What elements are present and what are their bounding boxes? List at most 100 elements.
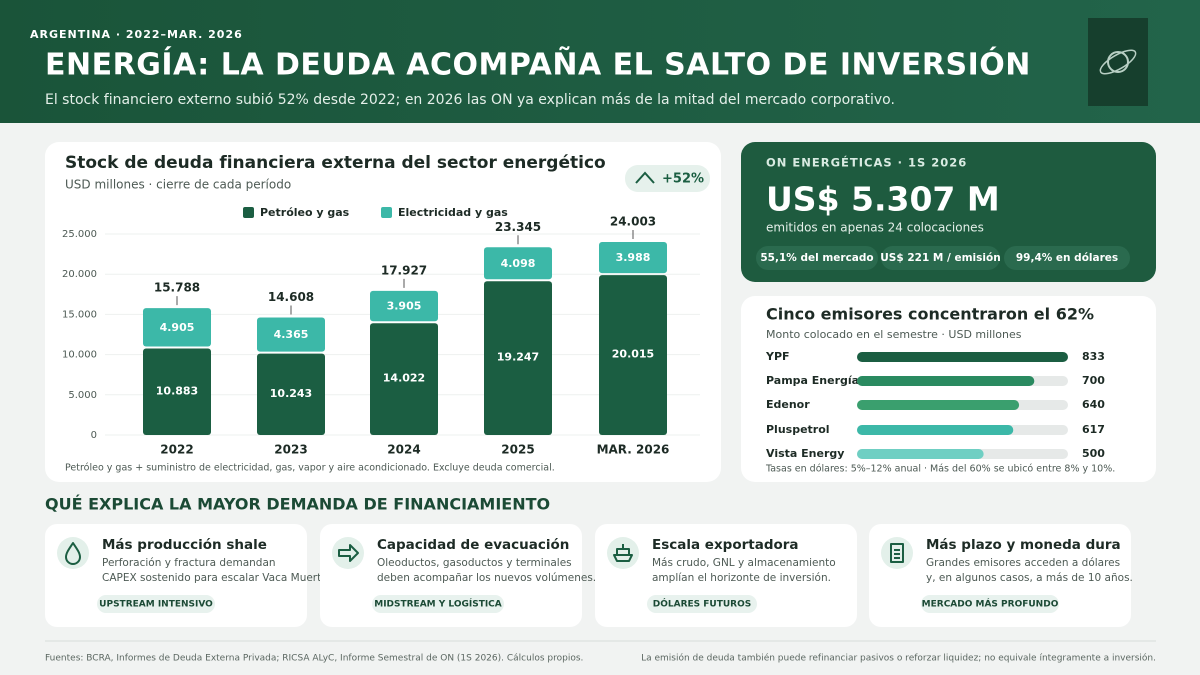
y-tick-label: 20.000 <box>62 269 97 280</box>
issuer-name: Pampa Energía <box>766 374 859 387</box>
footer-sources: Fuentes: BCRA, Informes de Deuda Externa… <box>45 654 583 664</box>
driver-title: Más plazo y moneda dura <box>926 537 1121 553</box>
badge-arrow <box>635 171 655 184</box>
driver-tag <box>647 595 757 613</box>
issuer-name: YPF <box>765 350 790 363</box>
section-title: QUÉ EXPLICA LA MAYOR DEMANDA DE FINANCIA… <box>45 495 550 514</box>
bar-value: 617 <box>1082 423 1105 436</box>
driver-icon <box>338 544 359 562</box>
change-badge <box>625 165 710 192</box>
bar <box>857 449 984 459</box>
bar-value: 700 <box>1082 374 1105 387</box>
bar-value: 500 <box>1082 447 1105 460</box>
driver-text: amplían el horizonte de inversión. <box>652 572 831 584</box>
bar-value: 833 <box>1082 350 1105 363</box>
legend-label: Electricidad y gas <box>398 206 508 219</box>
kpi-value: US$ 5.307 M <box>766 180 1000 219</box>
driver-text: Grandes emisores acceden a dólares <box>926 557 1120 569</box>
bar-segment <box>143 308 211 347</box>
segment-label: 19.247 <box>497 351 539 364</box>
bar-segment <box>370 290 438 322</box>
chart-title: Cinco emisores concentraron el 62% <box>766 305 1094 324</box>
bar-segment <box>370 323 438 435</box>
driver-tag <box>97 595 215 613</box>
total-label: 14.608 <box>268 290 314 304</box>
driver-title: Capacidad de evacuación <box>377 537 569 553</box>
driver-tag <box>921 595 1059 613</box>
driver-text: Perforación y fractura demandan <box>102 557 276 569</box>
driver-tag-text: MERCADO MÁS PROFUNDO <box>922 598 1059 610</box>
driver-text: Oleoductos, gasoductos y terminales <box>377 557 572 569</box>
driver-tag <box>372 595 504 613</box>
x-tick-label: MAR. 2026 <box>597 443 670 457</box>
segment-label: 20.015 <box>612 348 654 361</box>
chart-note: Petróleo y gas + suministro de electrici… <box>65 463 555 474</box>
kpi-pill-text: US$ 221 M / emisión <box>880 252 1000 264</box>
bar-segment <box>599 242 667 274</box>
issuer-name: Edenor <box>766 398 810 411</box>
chart-subtitle: Monto colocado en el semestre · USD mill… <box>766 328 1022 341</box>
y-tick-label: 0 <box>91 430 97 441</box>
bar <box>857 400 1020 410</box>
issuers-card <box>741 296 1156 482</box>
legend-swatch <box>243 207 254 218</box>
total-label: 17.927 <box>381 263 427 277</box>
header-subtitle: El stock financiero externo subió 52% de… <box>45 92 895 108</box>
bar-segment <box>143 348 211 435</box>
kpi-pill <box>1004 246 1130 270</box>
segment-label: 3.905 <box>387 300 422 313</box>
total-label: 23.345 <box>495 220 541 234</box>
bar-segment <box>257 353 325 435</box>
segment-label: 4.098 <box>501 257 536 270</box>
bar <box>857 376 1035 386</box>
total-label: 15.788 <box>154 281 200 295</box>
driver-title: Escala exportadora <box>652 537 799 553</box>
segment-label: 4.905 <box>160 321 195 334</box>
kpi-eyebrow: ON ENERGÉTICAS · 1S 2026 <box>766 155 967 170</box>
bar-segment <box>484 247 552 280</box>
issuer-name: Pluspetrol <box>766 423 830 436</box>
driver-icon <box>65 542 81 565</box>
kpi-pill-text: 99,4% en dólares <box>1016 252 1118 264</box>
segment-label: 4.365 <box>274 328 309 341</box>
x-tick-label: 2022 <box>160 443 193 457</box>
badge-value: +52% <box>662 172 704 187</box>
y-tick-label: 5.000 <box>68 390 97 401</box>
logo-globe <box>1107 51 1129 73</box>
segment-label: 10.883 <box>156 384 198 397</box>
driver-tag-text: MIDSTREAM Y LOGÍSTICA <box>374 598 502 610</box>
bar-segment <box>257 317 325 352</box>
total-label: 24.003 <box>610 215 656 229</box>
driver-tag-text: UPSTREAM INTENSIVO <box>99 600 213 610</box>
y-tick-label: 25.000 <box>62 229 97 240</box>
kpi-pill-text: 55,1% del mercado <box>760 252 873 264</box>
x-tick-label: 2023 <box>274 443 307 457</box>
header-title: ENERGÍA: LA DEUDA ACOMPAÑA EL SALTO DE I… <box>45 46 1031 83</box>
chart-note: Tasas en dólares: 5%–12% anual · Más del… <box>765 464 1115 475</box>
chart-title: Stock de deuda financiera externa del se… <box>65 153 606 173</box>
bar <box>857 352 1068 362</box>
driver-tag-text: DÓLARES FUTUROS <box>653 598 751 610</box>
driver-text: Más crudo, GNL y almacenamiento <box>652 557 836 569</box>
x-tick-label: 2024 <box>387 443 420 457</box>
driver-icon-bg <box>607 537 639 569</box>
bar-value: 640 <box>1082 398 1105 411</box>
segment-label: 14.022 <box>383 372 425 385</box>
driver-icon-bg <box>332 537 364 569</box>
driver-text: CAPEX sostenido para escalar Vaca Muerta… <box>102 572 331 584</box>
kpi-pill <box>881 246 1000 270</box>
bar <box>857 425 1014 435</box>
logo-orbit <box>1099 49 1137 75</box>
driver-icon <box>890 543 904 563</box>
segment-label: 10.243 <box>270 387 312 400</box>
legend-swatch <box>381 207 392 218</box>
driver-icon <box>613 544 633 562</box>
driver-title: Más producción shale <box>102 537 267 553</box>
y-tick-label: 10.000 <box>62 350 97 361</box>
legend-label: Petróleo y gas <box>260 206 350 219</box>
kpi-pill <box>756 246 878 270</box>
driver-text: y, en algunos casos, a más de 10 años. <box>926 572 1133 584</box>
header-band <box>0 0 1200 123</box>
